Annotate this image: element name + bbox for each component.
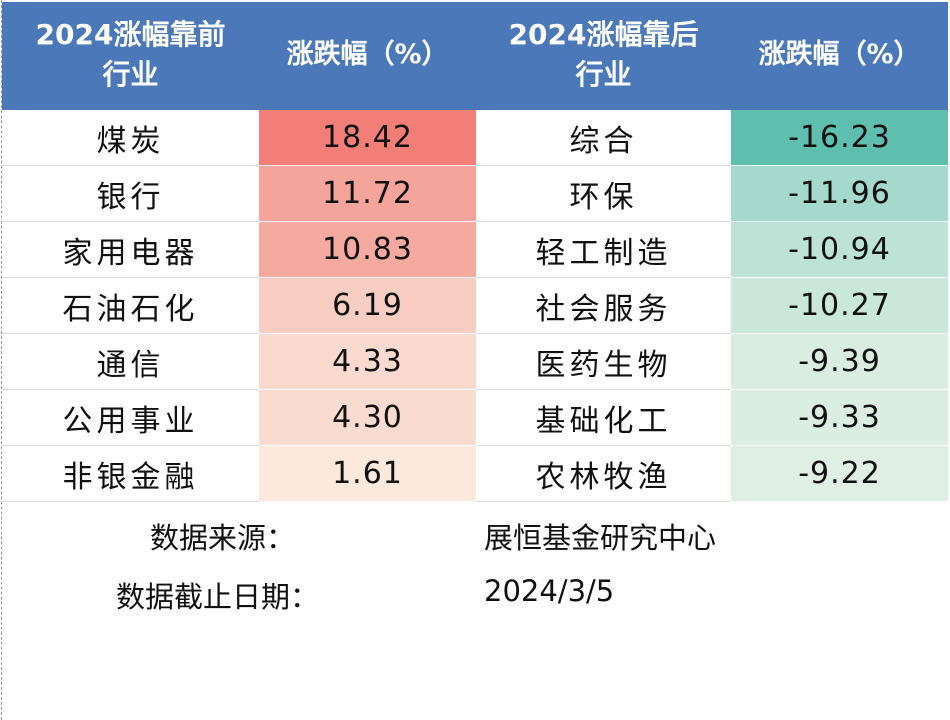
header-bottom-industry-line1: 2024涨幅靠后: [508, 18, 699, 51]
top-industry-name: 通信: [2, 333, 259, 390]
bottom-change-value: -10.94: [731, 221, 948, 278]
bottom-change-value: -16.23: [731, 109, 948, 166]
bottom-industry-name: 环保: [476, 165, 731, 222]
bottom-change-value: -9.39: [731, 333, 948, 390]
top-industry-name: 煤炭: [2, 109, 259, 166]
table-body: 煤炭 18.42 综合 -16.23 银行 11.72 环保 -11.96 家用电器 10.83 轻…: [2, 109, 948, 502]
industry-performance-table: 2024涨幅靠前 行业 涨跌幅（%） 2024涨幅靠后 行业 涨跌幅（%） 煤炭…: [2, 2, 948, 502]
top-change-value: 4.33: [259, 333, 476, 390]
top-industry-name: 家用电器: [2, 221, 259, 278]
top-change-value: 4.30: [259, 389, 476, 446]
source-label: 数据来源：: [150, 521, 296, 555]
bottom-change-value: -9.33: [731, 389, 948, 446]
header-top-industry-line1: 2024涨幅靠前: [35, 18, 226, 51]
top-industry-name: 非银金融: [2, 445, 259, 502]
table-row: 银行 11.72 环保 -11.96: [2, 165, 948, 222]
table-row: 非银金融 1.61 农林牧渔 -9.22: [2, 445, 948, 502]
top-change-value: 1.61: [259, 445, 476, 502]
bottom-industry-name: 轻工制造: [476, 221, 731, 278]
header-top-change: 涨跌幅（%）: [259, 2, 476, 110]
date-value: 2024/3/5: [484, 574, 615, 608]
header-bottom-change: 涨跌幅（%）: [731, 2, 948, 110]
header-bottom-industry: 2024涨幅靠后 行业: [476, 2, 731, 110]
header-top-industry: 2024涨幅靠前 行业: [2, 2, 259, 110]
top-industry-name: 公用事业: [2, 389, 259, 446]
table-header: 2024涨幅靠前 行业 涨跌幅（%） 2024涨幅靠后 行业 涨跌幅（%）: [2, 2, 948, 110]
table-row: 煤炭 18.42 综合 -16.23: [2, 109, 948, 166]
bottom-change-value: -9.22: [731, 445, 948, 502]
header-top-industry-line2: 行业: [102, 58, 159, 91]
date-label: 数据截止日期：: [116, 580, 320, 614]
table-row: 家用电器 10.83 轻工制造 -10.94: [2, 221, 948, 278]
left-dashed-border: [1, 0, 2, 720]
bottom-change-value: -10.27: [731, 277, 948, 334]
top-industry-name: 石油石化: [2, 277, 259, 334]
bottom-industry-name: 医药生物: [476, 333, 731, 390]
bottom-industry-name: 社会服务: [476, 277, 731, 334]
table-row: 通信 4.33 医药生物 -9.39: [2, 333, 948, 390]
table-row: 石油石化 6.19 社会服务 -10.27: [2, 277, 948, 334]
bottom-industry-name: 农林牧渔: [476, 445, 731, 502]
bottom-industry-name: 综合: [476, 109, 731, 166]
top-change-value: 11.72: [259, 165, 476, 222]
top-change-value: 6.19: [259, 277, 476, 334]
top-industry-name: 银行: [2, 165, 259, 222]
bottom-change-value: -11.96: [731, 165, 948, 222]
top-change-value: 10.83: [259, 221, 476, 278]
top-change-value: 18.42: [259, 109, 476, 166]
bottom-industry-name: 基础化工: [476, 389, 731, 446]
header-bottom-industry-line2: 行业: [575, 58, 632, 91]
table-row: 公用事业 4.30 基础化工 -9.33: [2, 389, 948, 446]
source-value: 展恒基金研究中心: [484, 521, 717, 555]
